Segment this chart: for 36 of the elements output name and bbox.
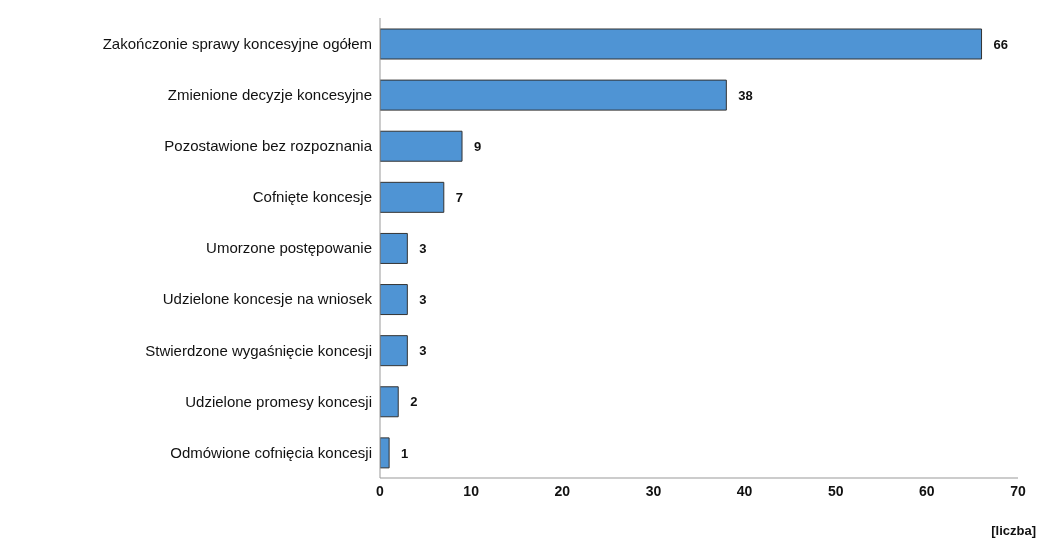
- bar: [380, 28, 983, 60]
- y-tick-label: Pozostawione bez rozpoznania: [164, 137, 373, 155]
- bar: [380, 386, 399, 418]
- bar: [380, 232, 408, 264]
- data-label: 3: [419, 241, 427, 257]
- x-tick-label: 20: [554, 482, 571, 499]
- x-tick-label: 50: [827, 482, 844, 499]
- y-tick-label: Umorzone postępowanie: [206, 239, 372, 257]
- x-axis-title: [liczba]: [991, 523, 1036, 538]
- bar: [380, 79, 727, 111]
- x-tick-label: 60: [919, 482, 935, 499]
- y-tick-label: Stwierdzone wygaśnięcie koncesji: [145, 341, 372, 359]
- x-tick-label: 10: [463, 482, 480, 499]
- data-label: 3: [419, 343, 427, 359]
- x-tick-label: 30: [645, 482, 662, 499]
- x-tick-label: 70: [1010, 482, 1026, 499]
- bar: [380, 181, 445, 213]
- data-label: 1: [401, 445, 409, 461]
- y-tick-label: Udzielone promesy koncesji: [185, 392, 372, 410]
- y-tick-label: Odmówione cofnięcia koncesji: [170, 443, 372, 461]
- data-label: 9: [474, 138, 482, 154]
- bar: [380, 130, 463, 162]
- y-tick-label: Udzielone koncesje na wniosek: [162, 290, 373, 308]
- x-tick-label: 40: [736, 482, 753, 499]
- y-tick-label: Zmienione decyzje koncesyjne: [167, 85, 372, 103]
- y-tick-label: Zakończonie sprawy koncesyjne ogółem: [102, 34, 372, 52]
- data-label: 7: [455, 189, 464, 205]
- data-label: 38: [738, 87, 753, 103]
- data-label: 66: [993, 36, 1009, 52]
- data-label: 3: [419, 292, 427, 308]
- bar: [380, 437, 390, 469]
- y-tick-label: Cofnięte koncesje: [252, 188, 372, 206]
- bar: [380, 335, 408, 367]
- bar: [380, 284, 408, 316]
- x-tick-label: 0: [376, 482, 385, 499]
- data-label: 2: [410, 394, 418, 410]
